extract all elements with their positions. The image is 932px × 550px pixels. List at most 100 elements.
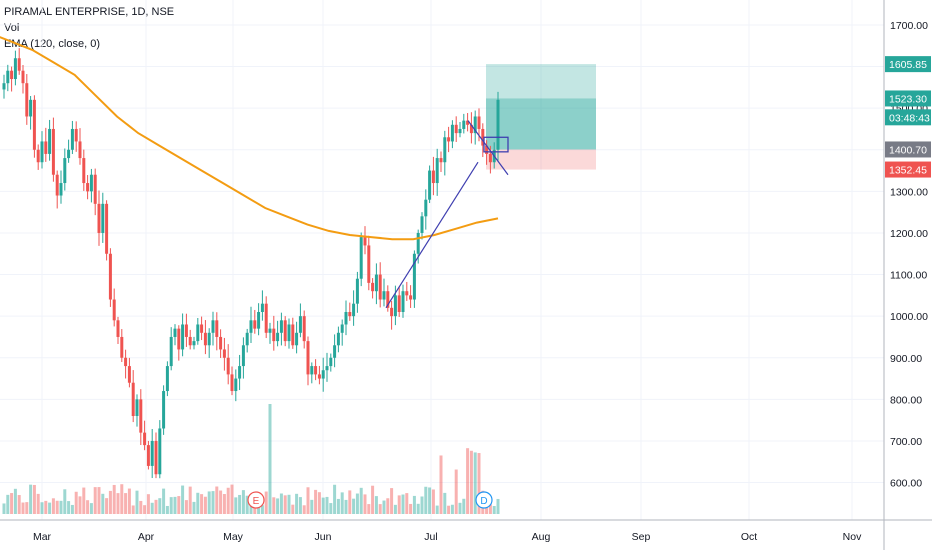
candle-body xyxy=(481,128,485,146)
volume-bar xyxy=(78,496,82,514)
candle-body xyxy=(268,328,272,333)
candle-body xyxy=(340,324,344,333)
volume-bar xyxy=(40,502,44,514)
volume-bar xyxy=(477,453,481,514)
event-label: E xyxy=(253,496,260,507)
volume-bar xyxy=(93,487,97,514)
volume-bar xyxy=(428,487,432,514)
volume-bar xyxy=(192,501,196,514)
candle-body xyxy=(234,378,238,392)
volume-bar xyxy=(249,502,253,514)
volume-bar xyxy=(29,484,33,514)
volume-bar xyxy=(447,505,451,514)
y-tick-label: 1100.00 xyxy=(890,270,927,282)
candle-body xyxy=(154,440,158,475)
grid xyxy=(0,0,884,520)
candle-body xyxy=(67,149,71,159)
volume-bar xyxy=(397,495,401,514)
candle-body xyxy=(298,316,302,333)
volume-bar xyxy=(131,505,135,514)
y-tick-label: 1700.00 xyxy=(890,20,928,32)
volume-bar xyxy=(105,498,109,514)
candle-body xyxy=(108,253,112,300)
volume-bar xyxy=(89,503,93,514)
volume-bar xyxy=(108,490,112,514)
volume-bar xyxy=(188,486,192,514)
volume-bar xyxy=(443,492,447,514)
candle-body xyxy=(287,324,291,342)
candle-body xyxy=(462,120,466,129)
volume-bar xyxy=(112,484,116,514)
candle-body xyxy=(344,312,348,325)
legend-symbol[interactable]: PIRAMAL ENTERPRISE, 1D, NSE xyxy=(4,6,175,18)
volume-bar xyxy=(260,505,264,514)
volume-bar xyxy=(162,488,166,514)
price-label: 03:48:43 xyxy=(889,112,930,124)
volume-bar xyxy=(371,485,375,514)
volume-bar xyxy=(181,485,185,514)
y-tick-label: 1200.00 xyxy=(890,228,928,240)
candle-body xyxy=(409,295,413,300)
descending-trendline xyxy=(467,120,509,176)
volume-bar xyxy=(405,493,409,514)
candle-body xyxy=(363,237,367,246)
candle-body xyxy=(390,307,394,317)
price-label-bg xyxy=(885,109,931,126)
volume-bar xyxy=(431,489,435,514)
legend-ema[interactable]: EMA (120, close, 0) xyxy=(4,38,100,50)
candle-body xyxy=(241,345,245,367)
candle-body xyxy=(116,320,120,337)
candle-body xyxy=(74,128,78,142)
candle-body xyxy=(135,399,139,416)
candle-body xyxy=(59,183,63,196)
candle-body xyxy=(97,203,101,233)
candle-body xyxy=(44,141,48,154)
candle-body xyxy=(226,357,230,375)
candle-body xyxy=(458,128,462,134)
stop-loss-zone xyxy=(486,149,596,170)
volume-bar xyxy=(302,505,306,514)
volume-bar xyxy=(348,490,352,514)
candle-body xyxy=(89,174,93,192)
candle-body xyxy=(143,432,147,446)
volume-bar xyxy=(13,488,17,514)
volume-bar xyxy=(139,500,143,514)
candle-body xyxy=(249,320,253,333)
volume-bar xyxy=(97,487,101,514)
candle-body xyxy=(82,158,86,184)
volume-bar xyxy=(124,493,128,514)
candle-body xyxy=(21,70,25,84)
candle-body xyxy=(420,216,424,233)
candle-body xyxy=(393,295,397,317)
candle-body xyxy=(264,303,268,333)
candle-body xyxy=(177,328,181,350)
volume-bar xyxy=(169,497,173,514)
volume-bar xyxy=(496,498,500,514)
volume-bar xyxy=(36,493,40,514)
volume-bar xyxy=(184,500,188,514)
volume-bar xyxy=(200,494,204,514)
candle-body xyxy=(272,328,276,342)
volume-bar xyxy=(310,499,314,514)
candle-body xyxy=(279,320,283,333)
take-profit-zone xyxy=(486,64,596,150)
volume-bar xyxy=(321,497,325,514)
candle-body xyxy=(469,124,473,134)
volume-bar xyxy=(222,494,226,514)
candle-body xyxy=(150,440,154,466)
volume-bar xyxy=(336,498,340,514)
candle-body xyxy=(131,382,135,416)
candle-body xyxy=(222,349,226,358)
candle-body xyxy=(382,291,386,300)
candle-body xyxy=(40,141,44,163)
volume-bar xyxy=(230,484,234,514)
volume-bar xyxy=(55,500,59,514)
candle-body xyxy=(276,332,280,342)
volume-bar xyxy=(203,496,207,514)
price-label-bg xyxy=(885,56,931,73)
trendlines xyxy=(385,120,509,309)
candle-body xyxy=(473,116,477,134)
x-tick-label: Apr xyxy=(138,531,155,543)
